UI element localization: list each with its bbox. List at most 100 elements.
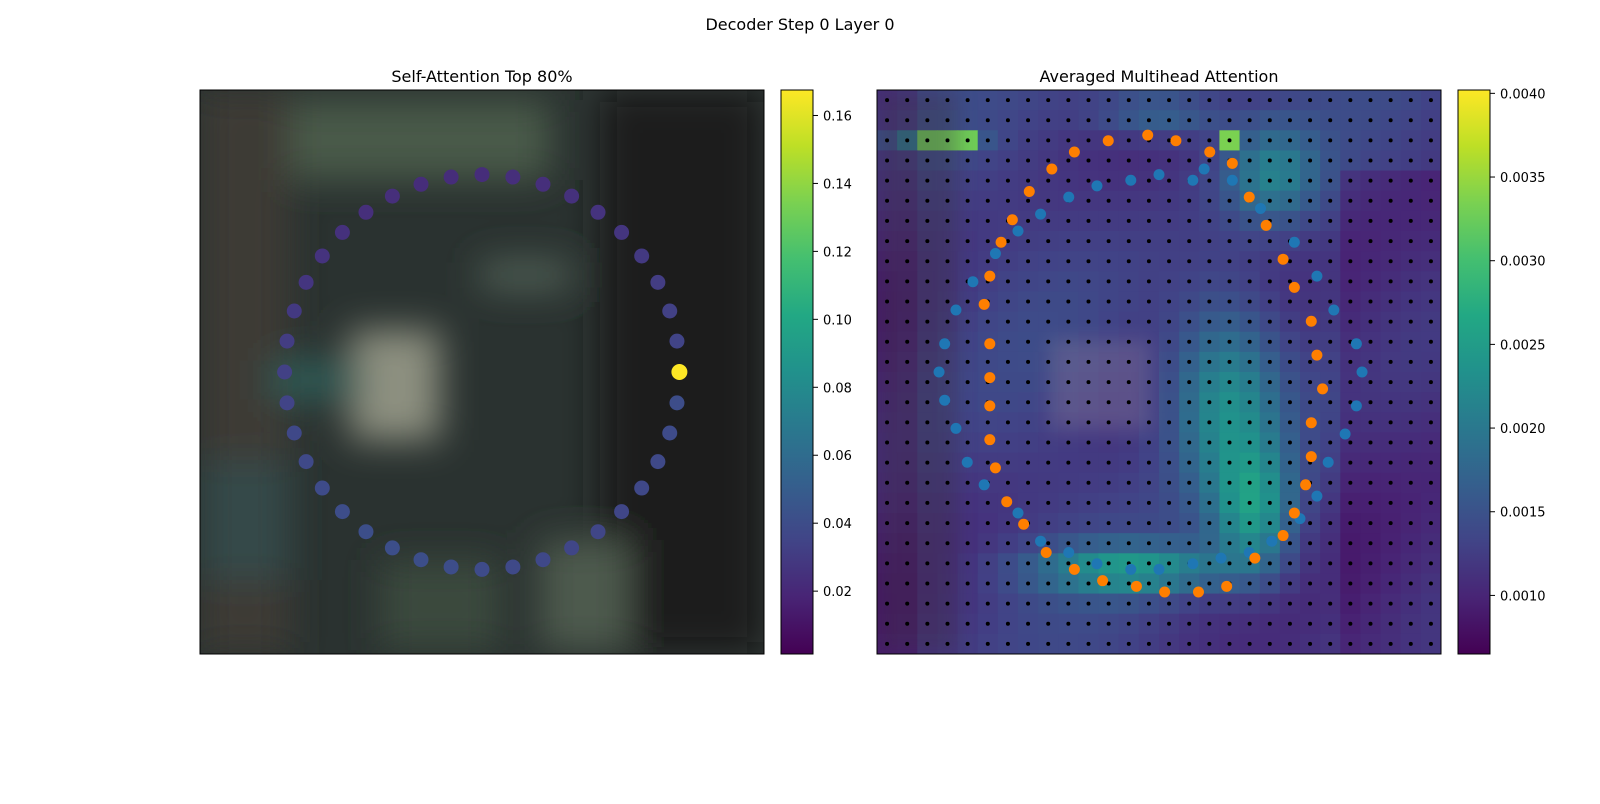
reference-dot: [1106, 218, 1111, 223]
reference-dot: [1167, 118, 1172, 123]
reference-dot: [925, 259, 930, 264]
reference-dot: [1126, 621, 1131, 626]
reference-dot: [1106, 359, 1111, 364]
reference-dot: [1267, 380, 1272, 385]
reference-dot: [885, 561, 890, 566]
reference-dot: [945, 259, 950, 264]
attention-point: [314, 480, 330, 496]
reference-dot: [1408, 400, 1413, 405]
reference-dot: [1247, 500, 1252, 505]
reference-dot: [1046, 178, 1051, 183]
reference-dot: [925, 541, 930, 546]
blue-point: [1350, 400, 1362, 412]
reference-dot: [1408, 178, 1413, 183]
reference-dot: [905, 299, 910, 304]
reference-dot: [1046, 198, 1051, 203]
reference-dot: [1267, 621, 1272, 626]
reference-dot: [1348, 138, 1353, 143]
reference-dot: [885, 440, 890, 445]
reference-dot: [1066, 601, 1071, 606]
reference-dot: [1005, 198, 1010, 203]
orange-point: [1305, 315, 1317, 327]
reference-dot: [1167, 299, 1172, 304]
reference-dot: [1328, 98, 1333, 103]
reference-dot: [1328, 400, 1333, 405]
reference-dot: [1408, 138, 1413, 143]
reference-dot: [1308, 339, 1313, 344]
orange-point: [984, 338, 996, 350]
reference-dot: [1267, 400, 1272, 405]
reference-dot: [1187, 198, 1192, 203]
reference-dot: [885, 138, 890, 143]
reference-dot: [1267, 500, 1272, 505]
reference-dot: [1187, 500, 1192, 505]
reference-dot: [1046, 380, 1051, 385]
orange-point: [1260, 219, 1272, 231]
attention-point: [474, 167, 490, 183]
reference-dot: [905, 480, 910, 485]
reference-dot: [905, 420, 910, 425]
reference-dot: [1167, 198, 1172, 203]
reference-dot: [1086, 339, 1091, 344]
reference-dot: [1388, 641, 1393, 646]
reference-dot: [1046, 581, 1051, 586]
reference-dot: [1408, 621, 1413, 626]
orange-point: [1243, 191, 1255, 203]
reference-dot: [1086, 400, 1091, 405]
reference-dot: [1408, 541, 1413, 546]
reference-dot: [1408, 218, 1413, 223]
reference-dot: [1046, 641, 1051, 646]
reference-dot: [1267, 460, 1272, 465]
reference-dot: [1428, 641, 1433, 646]
reference-dot: [1287, 420, 1292, 425]
reference-dot: [1368, 158, 1373, 163]
reference-dot: [965, 198, 970, 203]
attention-point: [535, 176, 551, 192]
reference-dot: [1167, 218, 1172, 223]
reference-dot: [1348, 400, 1353, 405]
reference-dot: [1267, 118, 1272, 123]
reference-dot: [1187, 259, 1192, 264]
reference-dot: [1328, 118, 1333, 123]
reference-dot: [1026, 158, 1031, 163]
attention-point: [286, 425, 302, 441]
colorbar-tick-label: 0.04: [823, 517, 852, 532]
reference-dot: [1066, 319, 1071, 324]
reference-dot: [1408, 299, 1413, 304]
reference-dot: [1348, 319, 1353, 324]
reference-dot: [1026, 541, 1031, 546]
orange-series-points: [978, 129, 1329, 598]
reference-dot: [1227, 480, 1232, 485]
reference-dot: [925, 198, 930, 203]
blurred-background-image: [200, 90, 764, 654]
reference-dot: [1408, 601, 1413, 606]
colorbar-tick-label: 0.0030: [1500, 255, 1546, 270]
reference-dot: [1106, 460, 1111, 465]
reference-dot: [1187, 480, 1192, 485]
orange-point: [1288, 281, 1300, 293]
reference-dot: [885, 158, 890, 163]
reference-dot: [1348, 218, 1353, 223]
reference-dot: [1308, 259, 1313, 264]
reference-dot: [1227, 218, 1232, 223]
reference-dot: [1428, 259, 1433, 264]
orange-point: [1046, 163, 1058, 175]
reference-dot: [1026, 98, 1031, 103]
reference-dot: [1388, 138, 1393, 143]
reference-dot: [925, 339, 930, 344]
reference-dot: [1328, 279, 1333, 284]
reference-dot: [1348, 380, 1353, 385]
reference-dot: [1428, 178, 1433, 183]
reference-dot: [1428, 601, 1433, 606]
reference-dot: [965, 178, 970, 183]
reference-dot: [1287, 359, 1292, 364]
reference-dot: [1207, 118, 1212, 123]
reference-dot: [925, 279, 930, 284]
reference-dot: [1328, 581, 1333, 586]
orange-point: [995, 236, 1007, 248]
attention-point: [650, 454, 666, 470]
orange-point: [989, 462, 1001, 474]
reference-dot: [1328, 178, 1333, 183]
blue-point: [1063, 546, 1075, 558]
blue-point: [1035, 208, 1047, 220]
